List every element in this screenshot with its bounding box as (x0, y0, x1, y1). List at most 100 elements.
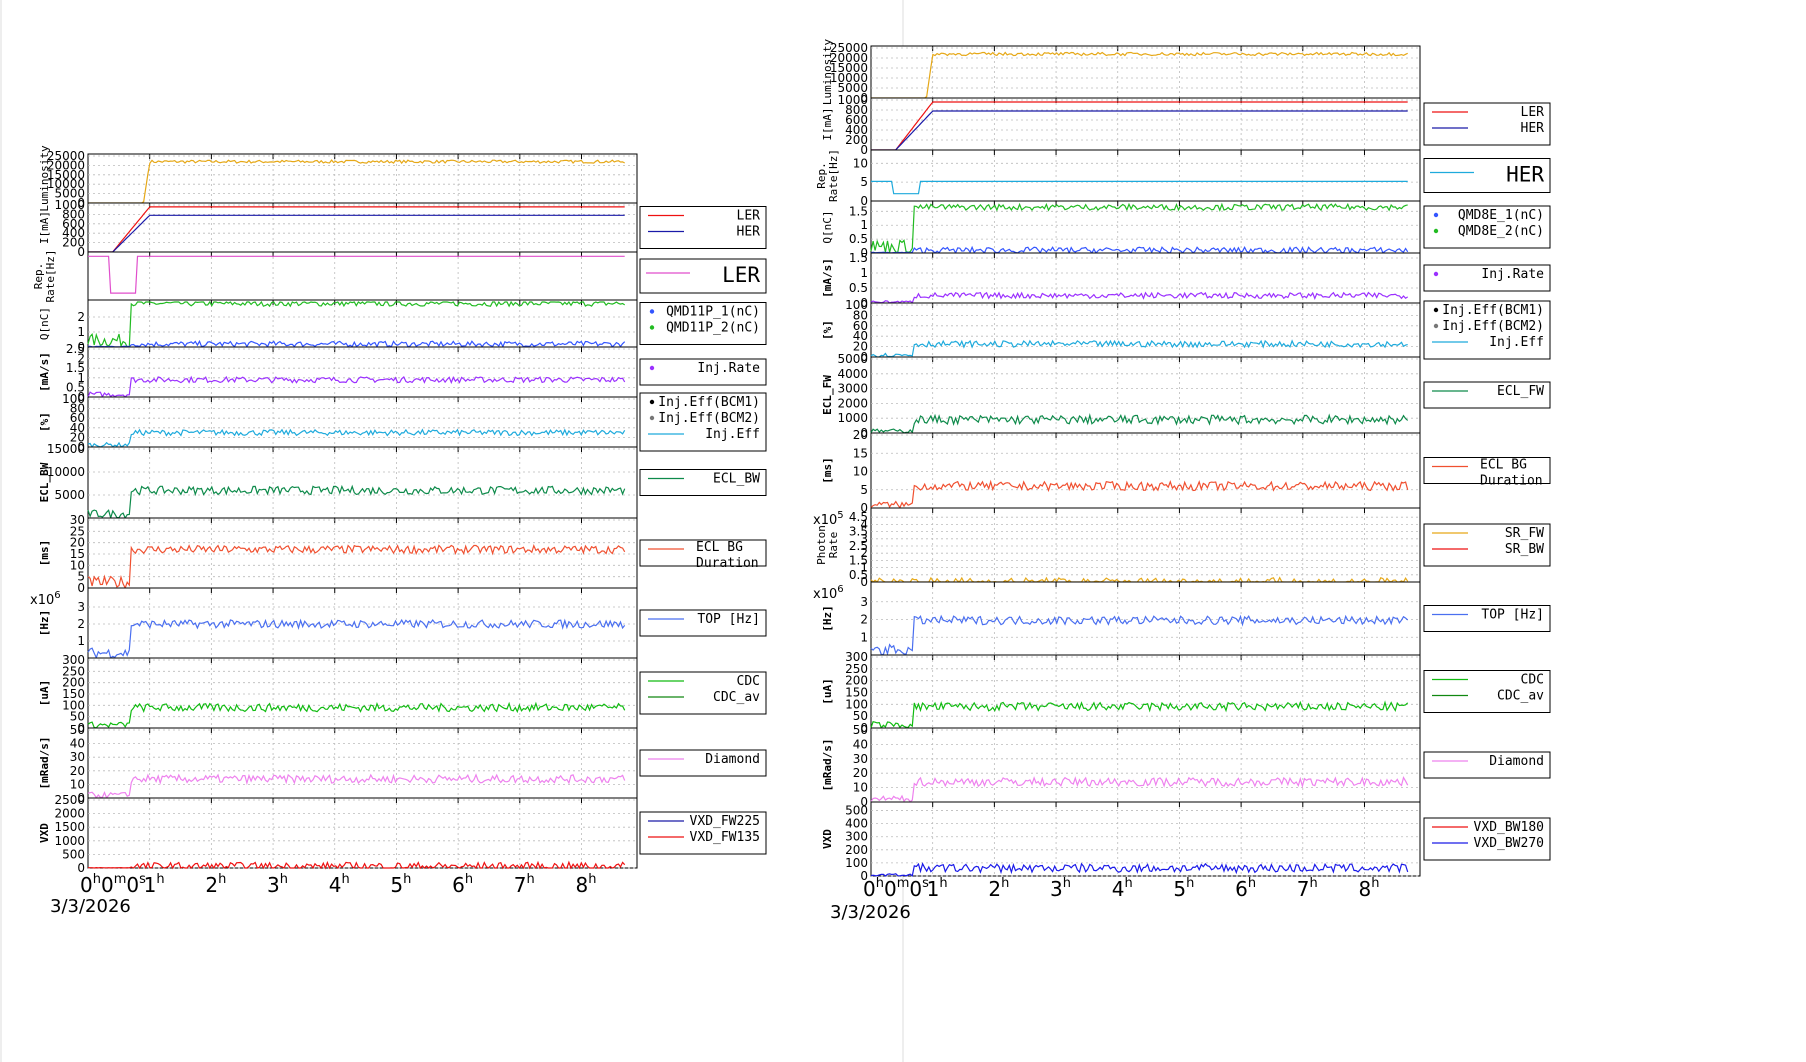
legend-label: HER (1506, 163, 1544, 187)
y-tick-label: 200 (845, 674, 868, 688)
legend-label: SR_BW (1505, 542, 1544, 557)
x-tick-extra: 0 (101, 873, 114, 897)
y-tick-label: 10000 (47, 465, 85, 479)
series-line (870, 700, 1409, 729)
legend-marker (1433, 307, 1439, 313)
legend: QMD8E_1(nC)QMD8E_2(nC) (1423, 205, 1551, 249)
legend-label: ECL BG (696, 540, 743, 555)
x-tick-unit: h (876, 876, 884, 891)
y-tick-label: 0 (860, 501, 868, 515)
x-tick-unit: h (465, 872, 473, 887)
y-tick-label: 15000 (47, 442, 85, 456)
x-tick-unit: m (114, 872, 127, 887)
legend-label: Duration (1480, 474, 1543, 489)
y-axis-label: [%] (821, 320, 834, 340)
y-tick-label: 2.5 (66, 342, 85, 356)
series-line (87, 375, 626, 399)
y-tick-label: 400 (62, 226, 85, 240)
panel-3: 012 Q[nC] QMD11P_1(nC)QMD11P_2(nC) (38, 299, 767, 354)
y-axis-label: Luminosity (821, 39, 834, 106)
y-tick-label: 0 (860, 869, 868, 883)
y-tick-label: 2.5 (849, 539, 868, 553)
x-tick-unit: h (1371, 876, 1379, 891)
y-tick-label: 0 (77, 861, 85, 875)
y-tick-label: 20000 (47, 158, 85, 172)
x-tick-label: 8h (1358, 876, 1379, 901)
y-tick-label: 0.5 (849, 232, 868, 246)
y-tick-label: 2 (77, 352, 85, 366)
legend-box (1423, 523, 1551, 567)
y-axis-label: Luminosity (38, 145, 51, 212)
x-tick-label: 4h (1112, 876, 1133, 901)
y-axis-label: Rep. (815, 162, 828, 189)
y-tick-label: 0.5 (849, 568, 868, 582)
legend-box (1423, 605, 1551, 632)
panel-frame (870, 97, 1421, 151)
y-axis-label: Photon (815, 525, 828, 565)
x-tick-label: 7h (1297, 876, 1318, 901)
y-axis-label: Q[nC] (38, 307, 51, 340)
y-tick-label: 3 (860, 532, 868, 546)
legend-box (1423, 264, 1551, 292)
y-tick-label: 20 (853, 766, 868, 780)
x-tick-unit: h (1310, 876, 1318, 891)
series-line (88, 214, 625, 253)
panel-frame (870, 149, 1421, 202)
y-tick-label: 0 (860, 575, 868, 589)
y-tick-label: 80 (70, 402, 85, 416)
panel-frame (870, 727, 1421, 803)
panel-4: 00.511.5 [mA/s] Inj.Rate (821, 251, 1551, 310)
legend: TOP [Hz] (639, 609, 767, 637)
y-axis-label: [mRad/s] (38, 737, 51, 790)
y-tick-label: 40 (70, 737, 85, 751)
y-tick-label: 4000 (837, 367, 868, 381)
panel-frame (870, 507, 1421, 583)
legend-box (639, 671, 767, 715)
panel-11: 05001000150020002500VXDVXD_FW225VXD_FW13… (38, 793, 767, 875)
y-tick-label: 1 (860, 266, 868, 280)
y-tick-label: 2 (77, 310, 85, 324)
y-axis-label: I[mA] (38, 211, 51, 244)
y-tick-label: 5 (860, 483, 868, 497)
y-tick-label: 0 (77, 340, 85, 354)
y-tick-label: 50 (853, 723, 868, 737)
x-tick-unit: h (341, 872, 349, 887)
legend-label: LER (722, 263, 760, 287)
series-line (871, 110, 1408, 151)
y-tick-label: 1000 (54, 834, 85, 848)
x-tick-label: 7h (514, 872, 535, 897)
legend-label: VXD_FW135 (690, 830, 760, 845)
legend-label: QMD8E_2(nC) (1458, 224, 1544, 239)
y-axis-label: Q[nC] (821, 210, 834, 243)
y-tick-label: 1 (77, 325, 85, 339)
y-tick-label: 0.5 (849, 281, 868, 295)
y-tick-label: 80 (853, 308, 868, 322)
panel-frame (87, 396, 638, 448)
y-tick-label: 200 (845, 133, 868, 147)
y-tick-label: 0 (860, 296, 868, 310)
legend-label: HER (737, 225, 761, 240)
panel-frame (87, 251, 638, 301)
panel-frame (870, 200, 1421, 254)
legend-label: Diamond (1489, 754, 1544, 769)
legend-marker (649, 325, 655, 330)
panel-frame (870, 432, 1421, 509)
y-tick-label: 0 (860, 795, 868, 809)
panel-2: Rep. Rate[Hz] LER (32, 250, 767, 303)
y-tick-label: 1 (860, 561, 868, 575)
legend-label: VXD_BW270 (1474, 836, 1544, 851)
panel-frame (87, 299, 638, 348)
y-tick-label: 0 (77, 390, 85, 404)
y-axis-label: Rate[Hz] (44, 250, 57, 303)
y-tick-label: 400 (845, 123, 868, 137)
y-tick-label: 4 (860, 517, 868, 531)
x-tick-label: 2h (988, 876, 1009, 901)
series-line (871, 51, 1408, 99)
x-tick-label: 0h0m0s (863, 876, 929, 901)
